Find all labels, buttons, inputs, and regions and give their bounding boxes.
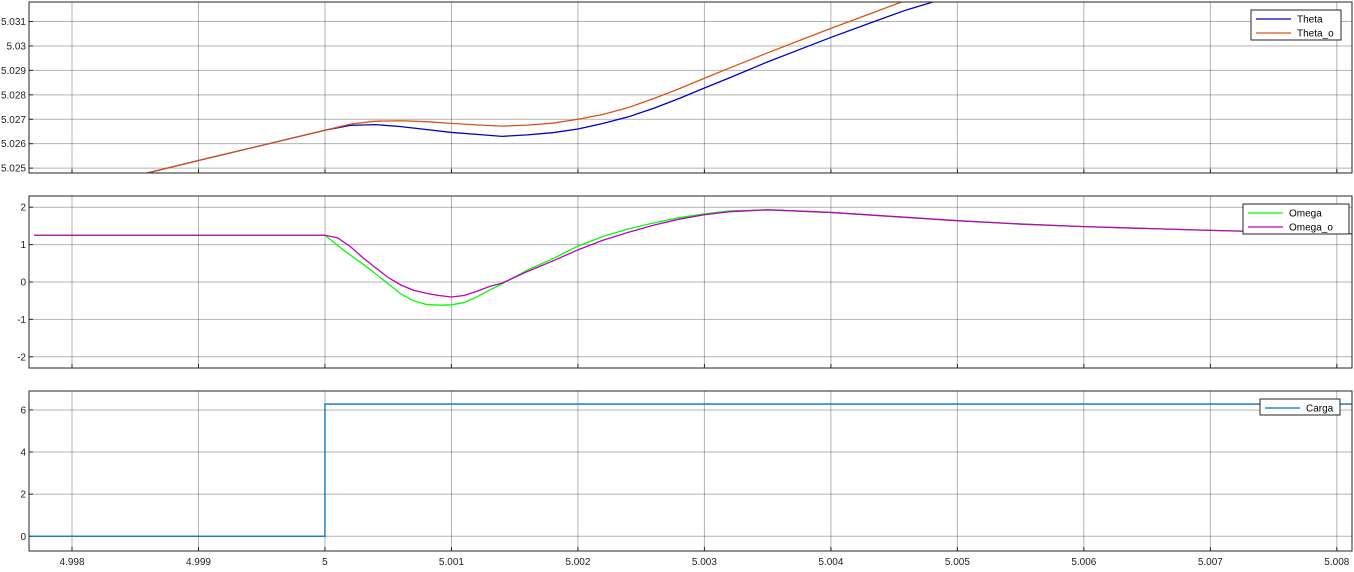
x-tick-label: 5.001 — [439, 557, 464, 568]
y-tick-label: 6 — [20, 405, 26, 416]
y-tick-label: 5.025 — [1, 164, 26, 175]
plot-area — [29, 391, 1352, 551]
y-tick-label: 2 — [20, 203, 26, 214]
y-tick-label: 5.026 — [1, 139, 26, 150]
x-tick-label: 5.006 — [1071, 557, 1096, 568]
y-tick-label: 5.031 — [1, 17, 26, 28]
y-tick-label: 5.029 — [1, 66, 26, 77]
x-tick-label: 5.004 — [818, 557, 843, 568]
y-tick-label: 0 — [20, 532, 26, 543]
y-tick-label: 4 — [20, 448, 26, 459]
x-tick-label: 5.008 — [1324, 557, 1349, 568]
legend-entry: Omega — [1289, 209, 1322, 220]
legend[interactable]: Omega Omega_o — [1243, 204, 1349, 234]
legend-entry: Theta — [1297, 15, 1323, 26]
x-tick-label: 5.007 — [1198, 557, 1223, 568]
legend[interactable]: Theta Theta_o — [1251, 10, 1341, 40]
y-tick-label: 5.027 — [1, 115, 26, 126]
x-tick-label: 5 — [322, 557, 328, 568]
plot-area — [29, 2, 1352, 173]
legend-entry: Omega_o — [1289, 223, 1333, 234]
x-tick-label: 5.005 — [945, 557, 970, 568]
y-tick-label: 0 — [20, 278, 26, 289]
legend[interactable]: Carga — [1260, 399, 1340, 415]
legend-entry: Theta_o — [1297, 29, 1334, 40]
y-tick-label: 5.03 — [7, 41, 27, 52]
x-tick-label: 4.998 — [59, 557, 84, 568]
x-tick-label: 5.002 — [565, 557, 590, 568]
y-tick-label: 2 — [20, 490, 26, 501]
y-tick-label: 5.028 — [1, 90, 26, 101]
y-tick-label: -2 — [17, 352, 26, 363]
x-tick-label: 4.999 — [186, 557, 211, 568]
axes-2: -2 -1 0 1 2 Omega Omega_o — [17, 196, 1354, 368]
axes-3: 4.998 4.999 5 5.001 5.002 5.003 5.004 5.005 5.00… — [20, 391, 1352, 568]
x-tick-label: 5.003 — [692, 557, 717, 568]
y-tick-label: -1 — [17, 315, 26, 326]
legend-entry: Carga — [1306, 404, 1334, 415]
y-tick-label: 1 — [20, 240, 26, 251]
